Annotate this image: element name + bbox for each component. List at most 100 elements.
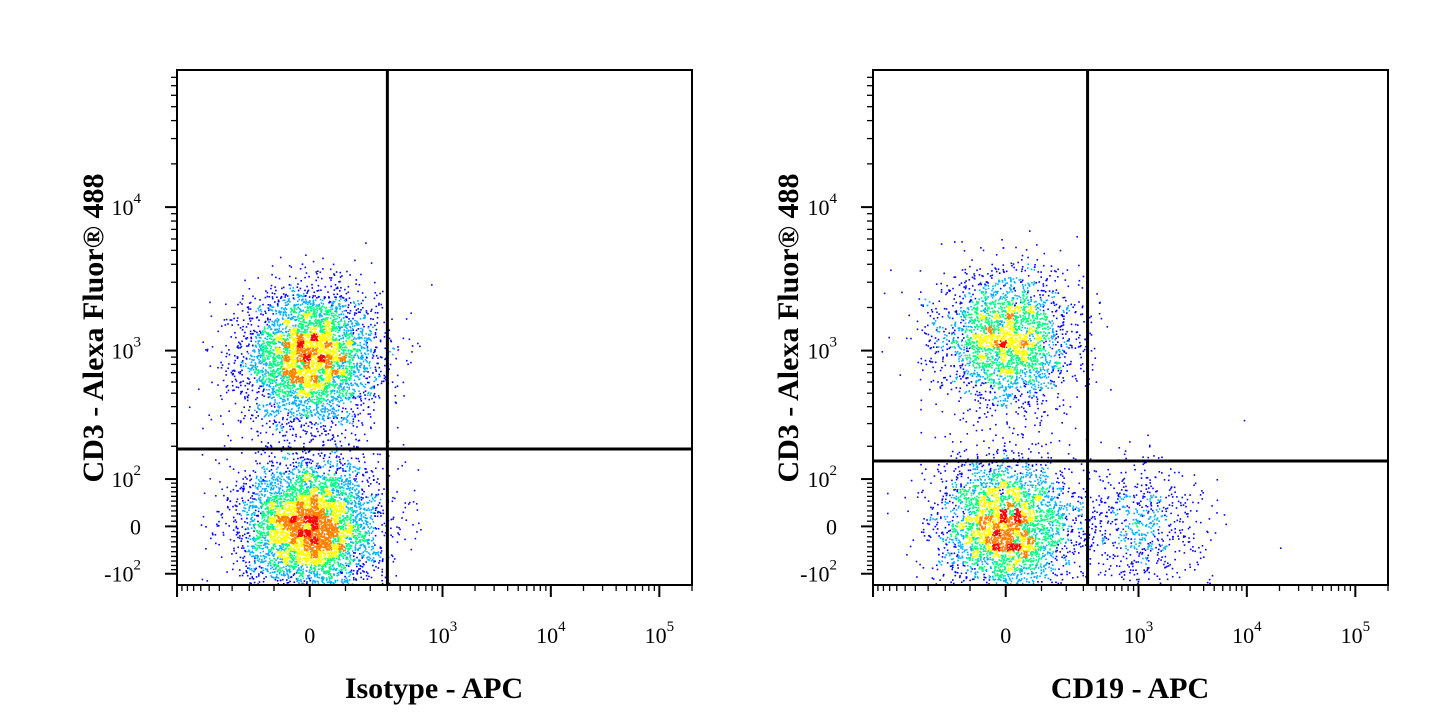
event-dot xyxy=(318,387,321,389)
event-dot xyxy=(342,337,344,340)
event-dot xyxy=(365,517,367,520)
event-dot xyxy=(263,327,266,330)
event-dot xyxy=(307,334,310,336)
event-dot xyxy=(296,303,298,306)
event-dot xyxy=(317,362,320,365)
event-dot xyxy=(272,370,274,372)
event-dot xyxy=(348,388,351,390)
event-dot xyxy=(355,365,358,367)
event-dot xyxy=(271,536,273,539)
event-dot xyxy=(220,325,223,327)
event-dot xyxy=(364,394,366,396)
event-dot xyxy=(312,363,314,365)
event-dot xyxy=(262,354,265,357)
event-dot xyxy=(309,369,311,372)
event-dot xyxy=(311,322,314,324)
event-dot xyxy=(299,391,302,393)
event-dot xyxy=(292,360,295,362)
event-dot xyxy=(307,309,309,312)
event-dot xyxy=(288,393,290,396)
event-dot xyxy=(269,304,271,306)
event-dot xyxy=(344,335,347,338)
event-dot xyxy=(288,264,291,267)
event-dot xyxy=(379,340,382,343)
event-dot xyxy=(317,270,319,272)
event-dot xyxy=(337,335,340,337)
event-dot xyxy=(340,359,342,362)
event-dot xyxy=(298,348,300,350)
event-dot xyxy=(338,329,341,332)
event-dot xyxy=(304,371,307,374)
event-dot xyxy=(327,357,330,360)
event-dot xyxy=(270,346,273,348)
event-dot xyxy=(279,397,282,399)
event-dot xyxy=(350,382,353,384)
event-dot xyxy=(308,320,311,323)
event-dot xyxy=(305,328,307,331)
event-dot xyxy=(264,310,266,313)
event-dot xyxy=(278,363,280,366)
event-dot xyxy=(307,371,309,373)
event-dot xyxy=(328,324,330,327)
event-dot xyxy=(330,325,333,327)
event-dot xyxy=(366,338,369,340)
event-dot xyxy=(225,370,227,372)
event-dot xyxy=(273,358,275,361)
event-dot xyxy=(287,391,290,393)
event-dot xyxy=(375,377,378,380)
event-dot xyxy=(246,306,249,309)
event-dot xyxy=(334,338,337,341)
event-dot xyxy=(307,395,310,398)
event-dot xyxy=(328,361,330,364)
event-dot xyxy=(257,405,259,407)
event-dot xyxy=(228,410,230,412)
event-dot xyxy=(330,412,333,414)
event-dot xyxy=(296,351,298,353)
event-dot xyxy=(360,309,362,311)
event-dot xyxy=(346,337,348,339)
event-dot xyxy=(345,299,348,302)
event-dot xyxy=(328,536,331,538)
event-dot xyxy=(317,370,320,372)
event-dot xyxy=(324,356,326,359)
event-dot xyxy=(268,517,270,519)
event-dot xyxy=(292,331,295,333)
event-dot xyxy=(273,333,276,336)
event-dot xyxy=(306,358,308,360)
event-dot xyxy=(315,565,317,568)
event-dot xyxy=(262,340,264,342)
event-dot xyxy=(252,369,255,371)
event-dot xyxy=(279,386,282,388)
event-dot xyxy=(329,429,331,431)
event-dot xyxy=(317,412,320,414)
event-dot xyxy=(320,309,322,311)
event-dot xyxy=(322,347,325,349)
event-dot xyxy=(289,366,291,368)
event-dot xyxy=(255,346,258,348)
event-dot xyxy=(299,287,302,290)
event-dot xyxy=(322,257,324,260)
event-dot xyxy=(296,388,299,390)
event-dot xyxy=(351,369,353,372)
event-dot xyxy=(284,400,286,402)
event-dot xyxy=(264,369,267,371)
event-dot xyxy=(289,332,292,335)
event-dot xyxy=(365,356,368,358)
event-dot xyxy=(266,323,269,326)
event-dot xyxy=(293,311,295,313)
event-dot xyxy=(302,360,305,362)
event-dot xyxy=(300,545,303,548)
event-dot xyxy=(313,310,315,312)
event-dot xyxy=(284,338,286,341)
event-dot xyxy=(268,321,270,323)
event-dot xyxy=(222,379,225,382)
event-dot xyxy=(353,302,356,304)
event-dot xyxy=(267,442,269,444)
event-dot xyxy=(355,279,358,281)
event-dot xyxy=(373,351,375,354)
event-dot xyxy=(299,268,302,270)
event-dot xyxy=(311,375,314,378)
event-dot xyxy=(287,414,289,417)
event-dot xyxy=(283,396,285,398)
event-dot xyxy=(309,331,311,333)
